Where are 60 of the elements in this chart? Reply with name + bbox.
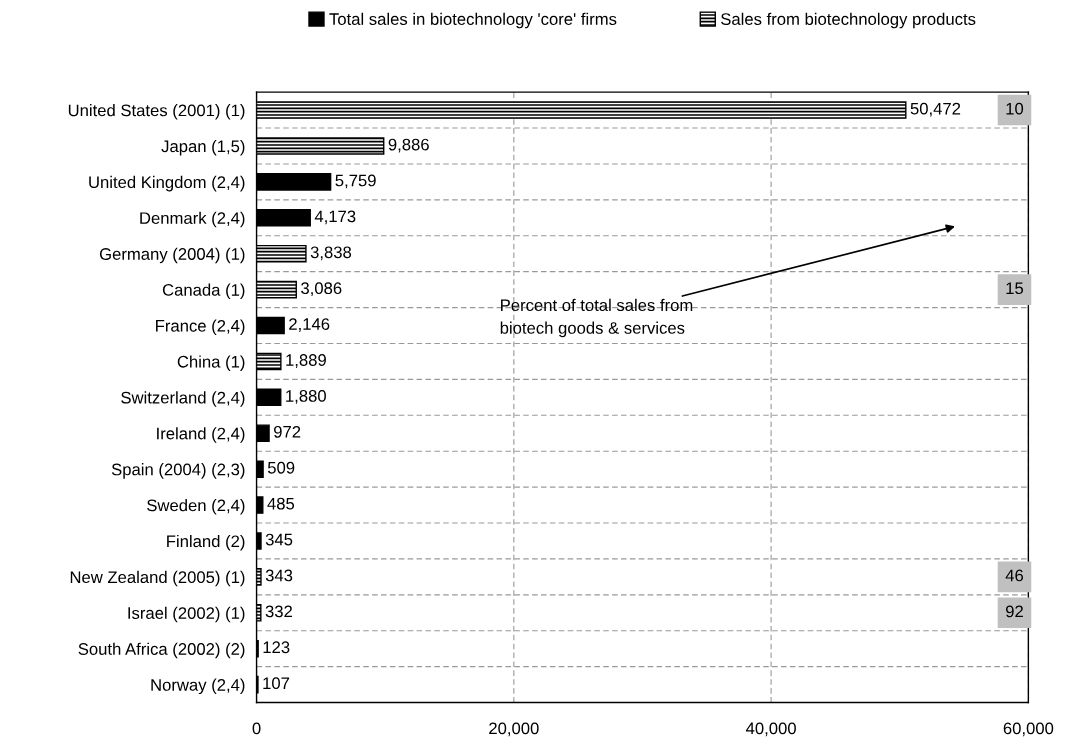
data-label: 9,886 (388, 138, 429, 153)
annotation: 10 (1006, 102, 1024, 115)
y-tick-label: United States (2001) (1) (68, 104, 245, 120)
bar (256, 496, 264, 514)
annotation: 15 (1006, 282, 1024, 295)
bar (256, 244, 307, 263)
data-label: 1,889 (286, 354, 326, 368)
bar (256, 604, 262, 622)
data-label: 345 (265, 533, 293, 546)
data-label: 2,146 (289, 318, 330, 332)
bar (256, 280, 297, 299)
data-label: 107 (263, 677, 290, 690)
bar (256, 101, 907, 119)
data-label: 5,759 (335, 174, 376, 189)
y-tick-label: Canada (1) (162, 283, 245, 300)
data-label: 1,880 (286, 390, 326, 404)
data-label: 485 (267, 497, 295, 510)
x-tick-label: 40,000 (746, 722, 796, 737)
x-tick-label: 0 (252, 722, 261, 735)
y-tick-label: China (1) (177, 355, 245, 371)
y-tick-label: Japan (1,5) (161, 139, 245, 156)
x-tick-label: 20,000 (489, 722, 539, 737)
y-tick-label: Israel (2002) (1) (128, 606, 245, 623)
data-label: 972 (274, 425, 301, 438)
y-tick-label: Germany (2004) (1) (99, 247, 245, 264)
y-tick-label: Denmark (2,4) (140, 211, 245, 228)
annotation: 46 (1005, 569, 1024, 582)
bar (256, 424, 270, 443)
data-label: 343 (265, 569, 293, 582)
bar (256, 568, 262, 586)
x-tick-label: 60,000 (1003, 722, 1054, 737)
bar (256, 532, 262, 550)
data-label: 3,086 (301, 282, 342, 297)
bar (256, 316, 285, 335)
data-label: 4,173 (314, 210, 356, 225)
y-tick-label: New Zealand (2005) (1) (70, 570, 245, 587)
data-label: 3,838 (310, 246, 352, 261)
y-tick-label: France (2,4) (156, 319, 245, 336)
data-label: 50,472 (910, 102, 961, 117)
annotation: 92 (1006, 605, 1023, 618)
y-tick-label: Finland (2) (167, 534, 245, 551)
bar (256, 137, 385, 155)
y-tick-label: Ireland (2,4) (157, 427, 245, 443)
data-label: 509 (267, 461, 295, 474)
bar (256, 460, 264, 478)
bar (256, 209, 311, 227)
data-label: 123 (263, 641, 290, 654)
y-tick-label: Spain (2004) (2,3) (111, 463, 245, 479)
bar (256, 388, 282, 407)
legend-label: Total sales in biotechnology 'core' firms (329, 12, 617, 29)
annotation: Percent of total sales from biotech goods & services (500, 298, 693, 338)
y-tick-label: Sweden (2,4) (147, 499, 245, 515)
y-tick-label: Norway (2,4) (151, 678, 245, 695)
data-label: 332 (265, 605, 292, 618)
y-tick-label: Switzerland (2,4) (121, 391, 245, 407)
bar (256, 352, 282, 371)
bar (256, 173, 332, 191)
legend-label: Sales from biotechnology products (721, 12, 976, 29)
y-tick-label: South Africa (2002) (2) (78, 642, 245, 659)
y-tick-label: United Kingdom (2,4) (89, 175, 245, 192)
